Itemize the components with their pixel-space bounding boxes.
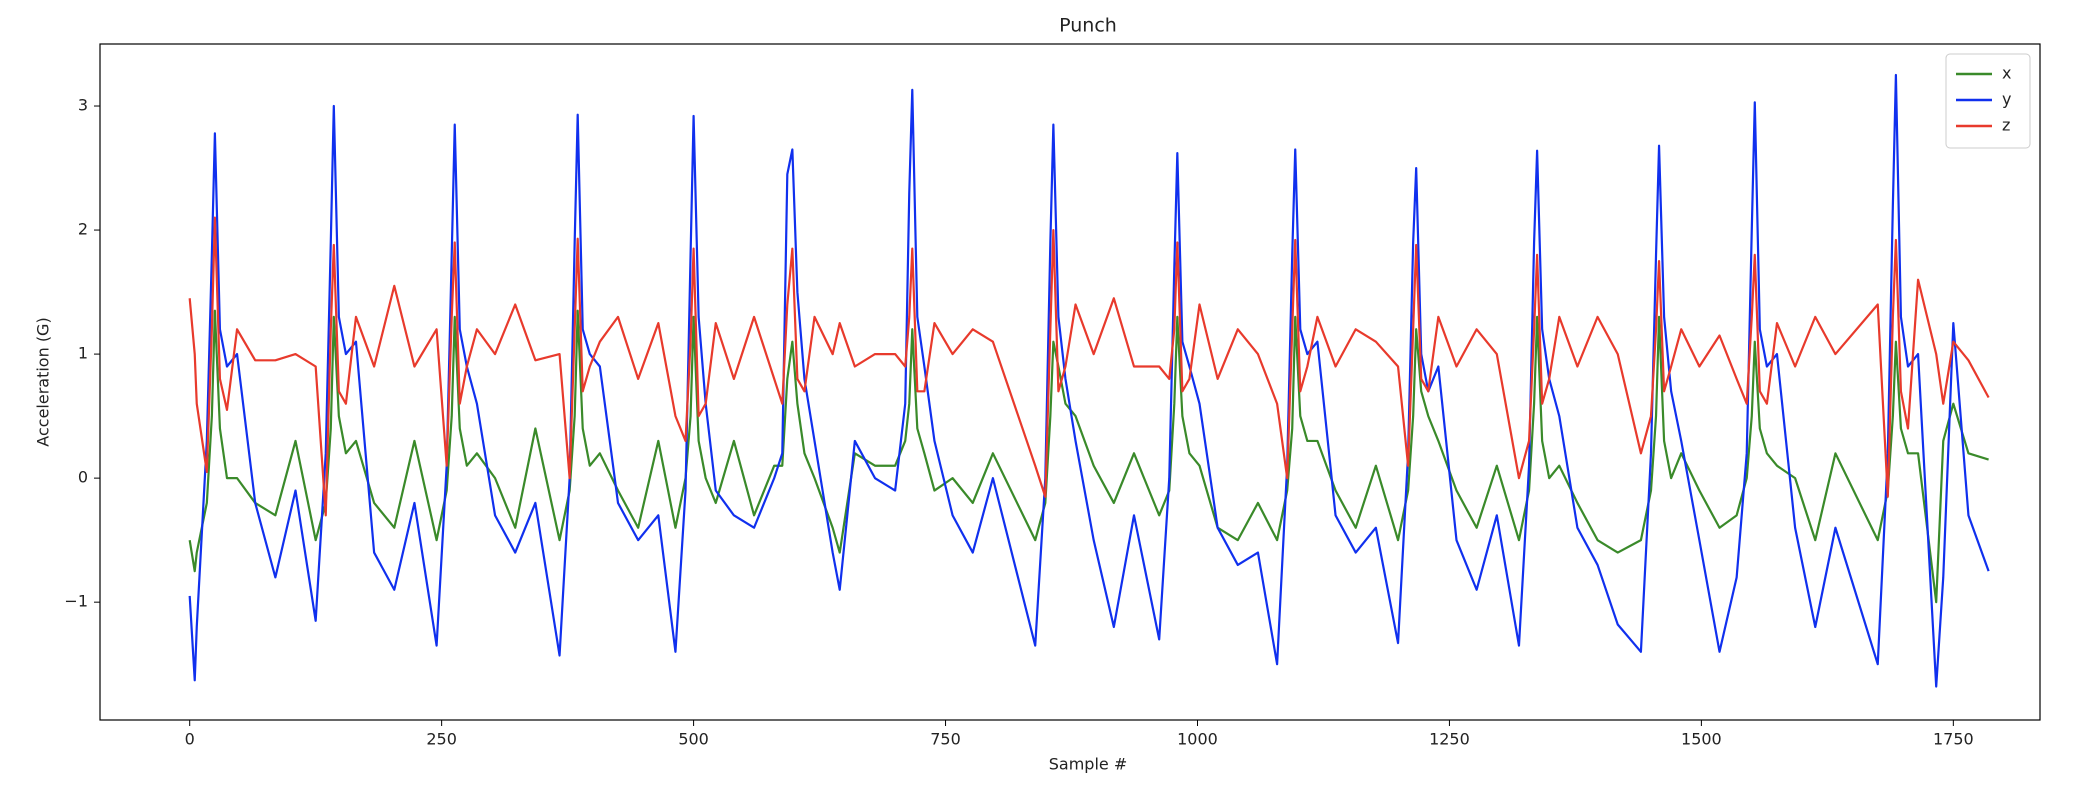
y-tick-label: 0 (78, 468, 88, 487)
legend-label: z (2002, 116, 2010, 135)
plot-frame (99, 43, 2041, 721)
x-tick-label: 250 (426, 730, 457, 749)
x-axis-label: Sample # (1049, 755, 1127, 774)
legend-label: y (2002, 90, 2011, 109)
y-axis-label: Acceleration (G) (34, 317, 53, 446)
y-tick-label: −1 (64, 592, 88, 611)
legend-label: x (2002, 64, 2011, 83)
x-tick-label: 750 (930, 730, 961, 749)
series-line (188, 216, 1990, 517)
y-tick-label: 1 (78, 344, 88, 363)
x-tick-label: 1500 (1681, 730, 1722, 749)
series-line (188, 73, 1990, 688)
x-tick-label: 500 (678, 730, 709, 749)
x-tick-label: 0 (185, 730, 195, 749)
series-line (188, 309, 1989, 604)
y-tick-label: 3 (78, 96, 88, 115)
y-tick-label: 2 (78, 220, 88, 239)
x-tick-label: 1250 (1429, 730, 1470, 749)
x-tick-label: 1000 (1177, 730, 1218, 749)
x-tick-label: 1750 (1933, 730, 1974, 749)
chart-title: Punch (1059, 15, 1117, 37)
